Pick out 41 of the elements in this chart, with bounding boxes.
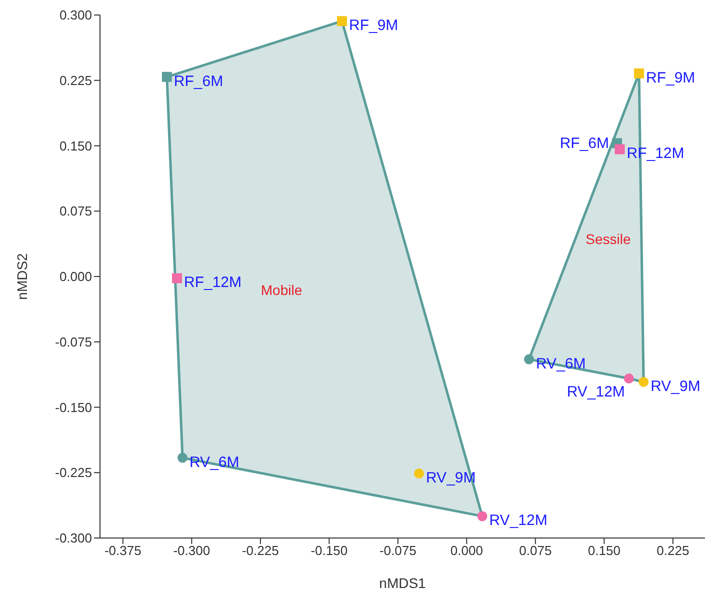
annotation: RV_12M [489, 512, 548, 530]
annotation: RV_9M [650, 378, 700, 395]
point [477, 511, 488, 522]
x-tick-label: -0.300 [173, 543, 210, 558]
x-tick-label: -0.225 [242, 543, 279, 558]
x-tick-label: -0.150 [310, 543, 348, 558]
y-tick-label: -0.225 [55, 465, 92, 480]
annotation: RF_6M [560, 135, 609, 152]
x-tick-label: 0.075 [519, 543, 552, 558]
annotation: RV_12M [566, 383, 625, 400]
y-tick-label: -0.075 [55, 334, 92, 350]
point [614, 144, 625, 154]
point [414, 468, 424, 478]
x-tick-label: -0.075 [379, 543, 416, 558]
point [624, 373, 634, 384]
point [172, 273, 182, 284]
y-tick-label: 0.075 [59, 204, 92, 219]
point [634, 68, 644, 78]
y-tick-label: 0.225 [59, 72, 92, 88]
point [524, 354, 534, 364]
annotation: RF_6M [174, 72, 224, 90]
point [178, 452, 188, 463]
annotation: RF_9M [646, 69, 696, 86]
x-tick-label: -0.375 [104, 543, 142, 558]
y-tick-label: 0.150 [59, 138, 92, 154]
x-tick-label: 0.150 [588, 543, 620, 558]
x-axis-title: nMDS1 [379, 575, 426, 591]
point [337, 16, 347, 26]
y-tick-label: -0.300 [55, 530, 92, 546]
annotation: RF_9M [349, 17, 398, 34]
y-tick-label: 0.300 [59, 8, 92, 23]
point [162, 72, 172, 82]
annotation: RF_12M [184, 274, 242, 292]
x-tick-label: 0.225 [656, 543, 690, 558]
y-axis-title: nMDS2 [14, 252, 30, 300]
annotation: Mobile [260, 282, 302, 298]
annotation: Sessile [586, 231, 631, 248]
x-tick-label: 0.000 [450, 543, 483, 558]
y-tick-label: -0.150 [55, 400, 92, 415]
point [638, 376, 649, 387]
y-tick-label: 0.000 [59, 269, 92, 284]
